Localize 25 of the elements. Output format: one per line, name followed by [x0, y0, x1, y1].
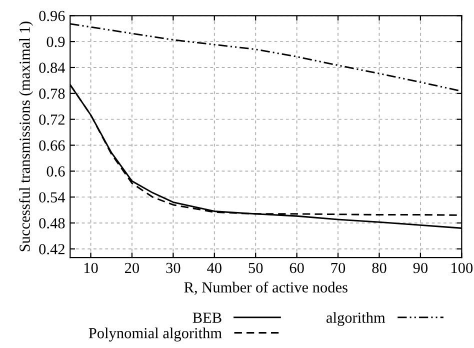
legend-label: BEB — [192, 312, 222, 323]
legend-label: Polynomial algorithm — [88, 328, 222, 342]
legend-label: algorithm — [326, 312, 386, 326]
x-tick-label: 10 — [84, 262, 98, 274]
x-tick-label: 30 — [166, 262, 180, 274]
y-axis-title: Successful transmissions (maximal 1) — [18, 22, 33, 252]
y-tick-label: 0.96 — [39, 10, 65, 22]
y-tick-label: 0.9 — [46, 36, 65, 48]
x-tick-label: 20 — [125, 262, 140, 274]
x-tick-label: 90 — [413, 262, 428, 274]
y-tick-label: 0.6 — [46, 166, 65, 177]
y-tick-label: 0.72 — [39, 114, 64, 125]
x-tick-label: 50 — [248, 262, 263, 274]
y-tick-label: 0.84 — [39, 62, 66, 74]
y-tick-label: 0.78 — [39, 88, 65, 99]
x-axis-title: R, Number of active nodes — [184, 282, 348, 295]
x-tick-label: 40 — [207, 262, 222, 274]
x-tick-label: 70 — [331, 262, 346, 274]
y-tick-label: 0.66 — [39, 140, 65, 151]
x-tick-label: 100 — [452, 262, 473, 274]
y-tick-label: 0.48 — [39, 218, 65, 228]
y-tick-label: 0.54 — [39, 192, 66, 203]
y-tick-label: 0.42 — [39, 244, 64, 254]
x-tick-label: 80 — [372, 262, 386, 274]
x-tick-label: 60 — [290, 262, 304, 274]
